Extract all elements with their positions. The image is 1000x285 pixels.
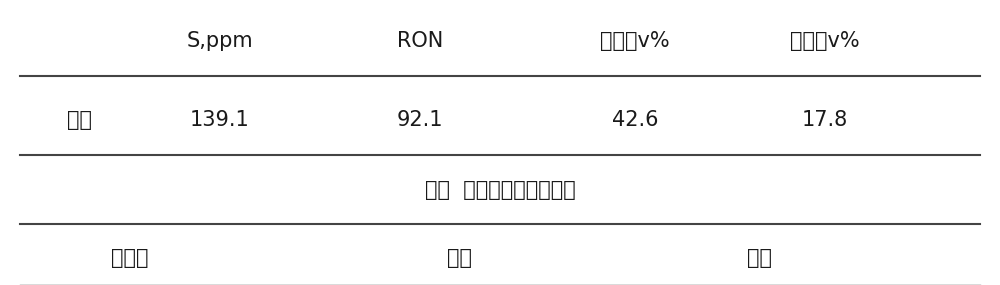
Text: 92.1: 92.1 [397, 110, 443, 130]
Text: S,ppm: S,ppm [187, 31, 253, 51]
Text: RON: RON [397, 31, 443, 51]
Text: 烯烃，v%: 烯烃，v% [600, 31, 670, 51]
Text: 原料: 原料 [68, 110, 92, 130]
Text: 表２  一段硫化剂原料性质: 表２ 一段硫化剂原料性质 [425, 180, 575, 200]
Text: 42.6: 42.6 [612, 110, 658, 130]
Text: 芳烃，v%: 芳烃，v% [790, 31, 860, 51]
Text: 备注: 备注 [748, 248, 772, 268]
Text: 17.8: 17.8 [802, 110, 848, 130]
Text: 139.1: 139.1 [190, 110, 250, 130]
Text: 级别: 级别 [448, 248, 473, 268]
Text: 硫化剂: 硫化剂 [111, 248, 149, 268]
